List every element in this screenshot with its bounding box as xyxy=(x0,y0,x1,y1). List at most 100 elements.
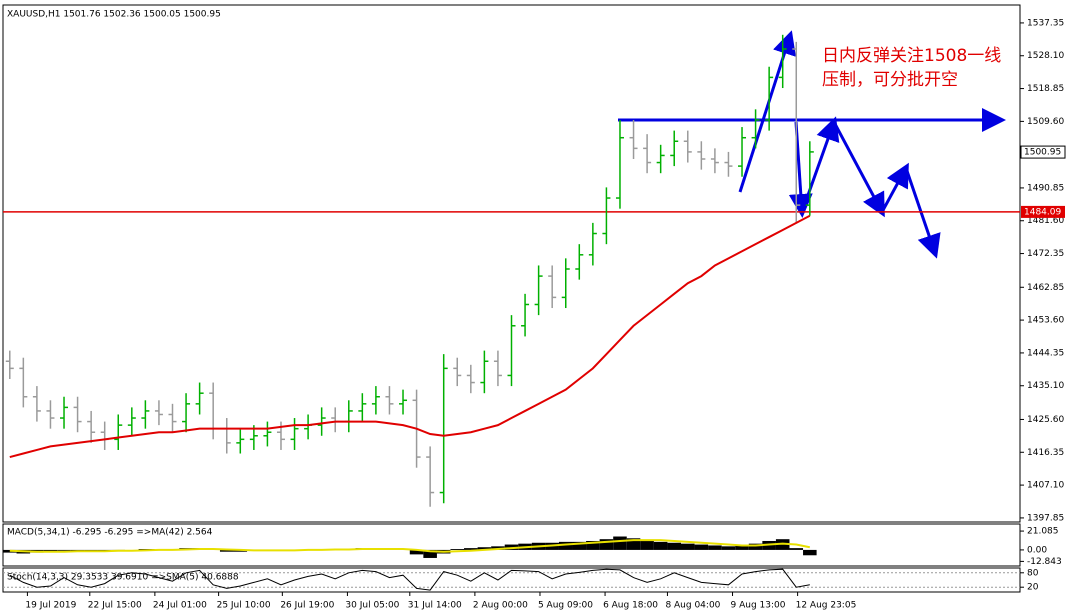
bar xyxy=(317,407,326,436)
macd-bar xyxy=(667,542,681,550)
x-tick-label: 31 Jul 14:00 xyxy=(408,601,462,611)
bar xyxy=(19,357,28,408)
arrow xyxy=(880,162,909,213)
x-tick-label: 12 Aug 23:05 xyxy=(796,601,857,611)
macd-bar xyxy=(640,540,654,550)
bar xyxy=(615,119,624,209)
y-tick-label: 1518.85 xyxy=(1027,84,1064,94)
price-box xyxy=(1020,145,1066,159)
annotation: 压制，可分批开空 xyxy=(822,70,958,90)
bar xyxy=(141,400,150,429)
y-tick-label: 1444.35 xyxy=(1027,348,1064,358)
x-tick-label: 19 Jul 2019 xyxy=(25,601,76,611)
arrow xyxy=(832,121,885,218)
x-tick-label: 9 Aug 13:00 xyxy=(731,601,786,611)
bar xyxy=(263,421,272,447)
y-tick-label: 1397.85 xyxy=(1027,513,1064,523)
macd-bar xyxy=(477,547,492,550)
bar xyxy=(222,418,231,454)
bar xyxy=(656,144,665,174)
macd-bar xyxy=(219,549,234,552)
macd-bar xyxy=(57,549,71,551)
bar xyxy=(629,119,638,159)
bar xyxy=(399,389,408,415)
macd-bar xyxy=(613,536,627,550)
bar xyxy=(480,350,489,394)
annotation-arrows xyxy=(618,30,1006,259)
stoch-title: Stoch(14,3,3) 29.3533 39.6910 =>SMA(5) 4… xyxy=(7,573,239,583)
macd-bar xyxy=(464,548,478,550)
price-label: 1500.95 xyxy=(1024,148,1061,158)
macd-bar xyxy=(572,541,587,550)
bar xyxy=(805,141,814,216)
macd-bar xyxy=(599,539,614,550)
arrow xyxy=(800,116,840,213)
y-tick-label: 21.085 xyxy=(1027,527,1059,537)
y-tick-label: 1462.85 xyxy=(1027,283,1064,293)
x-tick-label: 5 Aug 09:00 xyxy=(538,601,593,611)
bar xyxy=(575,244,584,280)
macd-bar xyxy=(558,541,573,550)
macd-bar xyxy=(653,541,668,550)
x-tick-label: 25 Jul 10:00 xyxy=(217,601,271,611)
macd-bar xyxy=(423,549,437,558)
bar xyxy=(521,293,530,337)
bar xyxy=(683,130,692,163)
level-box xyxy=(1021,205,1065,218)
main-panel xyxy=(2,4,1021,523)
bar xyxy=(548,265,557,309)
bar xyxy=(493,350,502,387)
bar xyxy=(670,130,679,167)
bar xyxy=(290,418,299,450)
bar xyxy=(60,396,69,429)
bar xyxy=(792,41,801,223)
x-tick-label: 2 Aug 00:00 xyxy=(473,601,528,611)
bar xyxy=(426,446,435,507)
bar xyxy=(32,386,41,422)
macd-bar xyxy=(586,540,600,550)
bar xyxy=(182,393,191,433)
x-tick-label: 30 Jul 05:00 xyxy=(345,601,399,611)
arrow xyxy=(738,30,796,193)
bar xyxy=(561,258,570,309)
macd-panel xyxy=(2,523,1021,567)
bar xyxy=(114,414,123,450)
y-tick-label: 80 xyxy=(1027,568,1039,578)
macd-bar xyxy=(721,546,736,550)
y-tick-label: 1435.10 xyxy=(1027,381,1064,391)
macd-bar xyxy=(409,549,424,555)
bar xyxy=(724,151,733,177)
macd-bar xyxy=(789,548,804,550)
x-tick-label: 8 Aug 04:00 xyxy=(665,601,720,611)
bar xyxy=(87,410,96,443)
bar xyxy=(358,393,367,422)
bar xyxy=(453,357,462,387)
y-tick-label: 1472.35 xyxy=(1027,249,1064,259)
bar xyxy=(710,148,719,174)
bar xyxy=(331,407,340,433)
bar xyxy=(304,414,313,440)
bar xyxy=(751,109,760,149)
y-tick-label: 1481.60 xyxy=(1027,216,1064,226)
bar xyxy=(466,364,475,394)
bar xyxy=(344,400,353,433)
bar xyxy=(73,396,82,433)
bar xyxy=(195,382,204,415)
bar xyxy=(371,386,380,415)
macd-bar xyxy=(626,538,641,550)
chart-title: XAUUSD,H1 1501.76 1502.36 1500.05 1500.9… xyxy=(7,10,221,20)
bar xyxy=(643,134,652,174)
bar xyxy=(765,66,774,131)
x-tick-label: 24 Jul 01:00 xyxy=(153,601,207,611)
macd-bar xyxy=(735,545,749,550)
x-tick-label: 26 Jul 19:00 xyxy=(280,601,334,611)
y-tick-label: 0.00 xyxy=(1027,545,1047,555)
y-tick-label: 20 xyxy=(1027,583,1039,593)
macd-bar xyxy=(708,545,722,550)
signal-line xyxy=(9,539,811,553)
bar xyxy=(46,400,55,429)
level-label: 1484.09 xyxy=(1024,207,1061,217)
y-tick-label: 1416.35 xyxy=(1027,448,1064,458)
y-tick-label: -12.843 xyxy=(1027,557,1062,567)
